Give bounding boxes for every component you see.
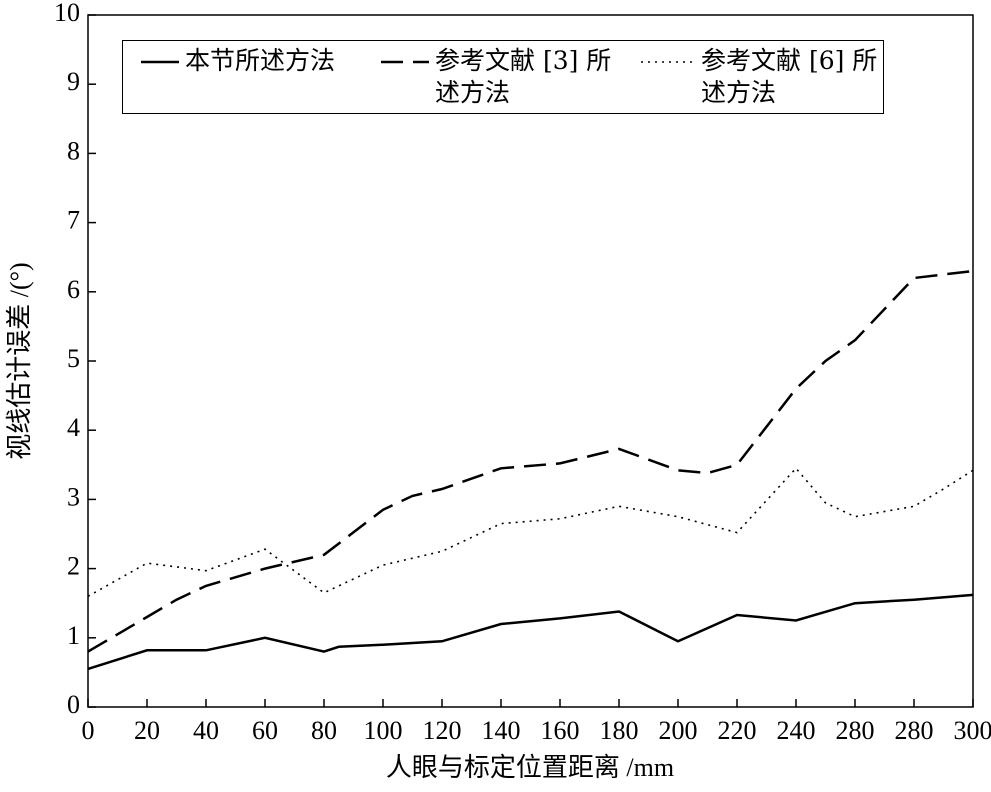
x-tick-label: 280 xyxy=(895,716,934,745)
x-tick-label: 120 xyxy=(423,716,462,745)
y-tick-label: 1 xyxy=(67,621,80,650)
x-tick-label: 300 xyxy=(954,716,991,745)
y-tick-label: 9 xyxy=(67,67,80,96)
legend-label: 本节所述方法 xyxy=(185,46,336,75)
series-line xyxy=(87,269,974,653)
x-tick-label: 160 xyxy=(541,716,580,745)
y-tick-label: 0 xyxy=(67,690,80,719)
y-tick-label: 3 xyxy=(67,482,80,511)
x-tick-label: 60 xyxy=(252,716,278,745)
x-tick-label: 280 xyxy=(836,716,875,745)
x-tick-label: 100 xyxy=(364,716,403,745)
y-tick-label: 8 xyxy=(67,136,80,165)
legend-swatch xyxy=(641,61,695,63)
y-tick-label: 4 xyxy=(67,413,80,442)
x-tick-label: 180 xyxy=(600,716,639,745)
y-axis-label: 视线估计误差 /(°) xyxy=(5,262,34,459)
x-tick-label: 20 xyxy=(134,716,160,745)
series-line xyxy=(87,593,974,671)
y-tick-label: 6 xyxy=(67,275,80,304)
y-tick-label: 7 xyxy=(67,206,80,235)
x-tick-label: 0 xyxy=(82,716,95,745)
series-line xyxy=(87,467,974,597)
y-tick-label: 5 xyxy=(67,344,80,373)
legend-swatch xyxy=(381,60,429,64)
x-axis-label: 人眼与标定位置距离 /mm xyxy=(386,753,674,782)
plot-frame xyxy=(87,14,974,708)
y-tick-label: 10 xyxy=(54,0,80,27)
legend-swatch xyxy=(141,60,179,64)
legend-label: 参考文献 [3] 所述方法 xyxy=(435,46,612,107)
x-tick-label: 240 xyxy=(777,716,816,745)
y-tick-label: 2 xyxy=(67,552,80,581)
legend: 本节所述方法 参考文献 [3] 所述方法 参考文献 [6] 所述方法 xyxy=(122,40,884,114)
x-tick-label: 80 xyxy=(311,716,337,745)
x-tick-label: 200 xyxy=(659,716,698,745)
legend-label: 参考文献 [6] 所述方法 xyxy=(701,46,878,107)
x-tick-label: 220 xyxy=(718,716,757,745)
x-tick-label: 140 xyxy=(482,716,521,745)
x-tick-label: 40 xyxy=(193,716,219,745)
